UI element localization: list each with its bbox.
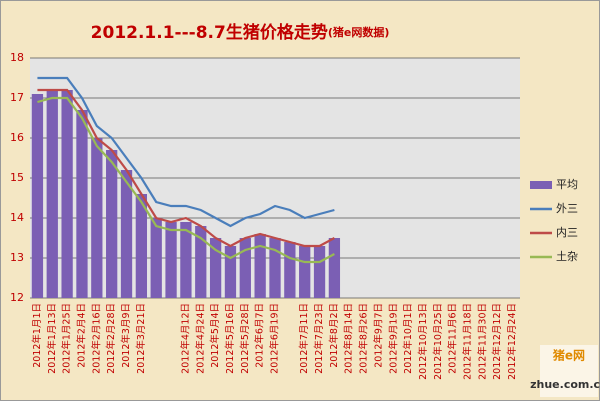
x-tick-label: 2012年7月11日 [298, 303, 310, 374]
x-tick-label: 2012年9月19日 [387, 303, 399, 374]
legend-label: 土杂 [556, 250, 578, 263]
title-main: 2012.1.1---8.7生猪价格走势 [91, 22, 328, 43]
bar [76, 110, 88, 298]
bar [224, 246, 237, 298]
x-tick-label: 2012年2月16日 [90, 303, 102, 374]
x-tick-label: 2012年7月23日 [313, 303, 325, 374]
legend-label: 内三 [556, 225, 578, 239]
x-tick-label: 2012年3月9日 [120, 303, 132, 368]
x-tick-label: 2012年5月4日 [209, 303, 221, 368]
y-tick-label: 12 [10, 291, 24, 304]
x-tick-label: 2012年10月13日 [417, 303, 429, 380]
bar [284, 242, 296, 298]
legend-label: 平均 [556, 178, 578, 191]
x-tick-label: 2012年8月26日 [358, 303, 370, 374]
y-tick-label: 13 [10, 251, 24, 264]
y-tick-label: 18 [10, 51, 24, 64]
x-tick-label: 2012年11月6日 [447, 303, 459, 374]
x-tick-label: 2012年1月13日 [46, 303, 58, 374]
bar [254, 234, 266, 298]
x-tick-label: 2012年10月1日 [402, 303, 414, 374]
bar [239, 238, 251, 298]
x-tick-label: 2012年3月21日 [135, 303, 147, 374]
bar [120, 170, 133, 298]
x-tick-label: 2012年4月12日 [179, 303, 191, 374]
chart-title: 2012.1.1---8.7生猪价格走势(猪e网数据) [91, 22, 390, 43]
bar [165, 222, 177, 298]
x-tick-label: 2012年2月4日 [75, 303, 87, 368]
x-tick-label: 2012年5月16日 [224, 303, 236, 374]
watermark-box [540, 345, 598, 397]
x-tick-label: 2012年8月2日 [328, 303, 340, 368]
bar [180, 222, 192, 298]
bar [195, 226, 207, 298]
y-tick-label: 17 [10, 91, 24, 104]
title-sub: (猪e网数据) [328, 25, 390, 39]
bar [135, 194, 148, 298]
line [37, 76, 335, 228]
bar [46, 90, 58, 298]
x-tick-label: 2012年6月19日 [269, 303, 281, 374]
line [37, 96, 335, 264]
x-tick-label: 2012年12月24日 [506, 303, 518, 380]
y-tick-label: 15 [10, 171, 24, 184]
bar [31, 94, 44, 298]
x-tick-label: 2012年1月25日 [61, 303, 73, 374]
x-tick-label: 2012年9月7日 [372, 303, 384, 368]
x-tick-label: 2012年11月30日 [476, 303, 488, 380]
x-tick-label: 2012年2月28日 [105, 303, 117, 374]
bar [269, 238, 281, 298]
x-tick-label: 2012年10月25日 [432, 303, 444, 380]
x-tick-label: 2012年11月18日 [462, 303, 474, 380]
bar [313, 246, 326, 298]
bar [209, 238, 222, 298]
x-tick-label: 2012年6月7日 [254, 303, 266, 368]
bar [150, 218, 162, 298]
watermark-url: zhue.com.cn [530, 378, 600, 391]
x-tick-label: 2012年1月1日 [31, 303, 43, 368]
bar [299, 246, 311, 298]
watermark-name: 猪e网 [552, 348, 585, 363]
y-tick-label: 14 [10, 211, 24, 224]
y-tick-label: 16 [10, 131, 24, 144]
bar [106, 150, 118, 298]
bar [61, 90, 73, 298]
legend-swatch [530, 181, 552, 189]
x-tick-label: 2012年8月14日 [343, 303, 355, 374]
line [37, 88, 335, 248]
x-tick-label: 2012年4月24日 [194, 303, 206, 374]
x-tick-label: 2012年12月12日 [491, 303, 503, 380]
legend-label: 外三 [556, 202, 578, 215]
watermark: 猪e网 zhue.com.cn [530, 345, 600, 397]
x-tick-label: 2012年5月28日 [239, 303, 251, 374]
bar [91, 138, 103, 298]
bar [328, 238, 341, 298]
